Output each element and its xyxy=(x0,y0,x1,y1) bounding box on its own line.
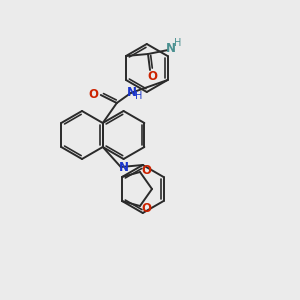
Text: N: N xyxy=(127,85,137,98)
Text: O: O xyxy=(147,70,157,83)
Text: H: H xyxy=(135,91,142,101)
Text: N: N xyxy=(166,43,176,56)
Text: O: O xyxy=(141,164,151,176)
Text: H: H xyxy=(174,38,182,48)
Text: N: N xyxy=(118,161,129,174)
Text: O: O xyxy=(89,88,99,100)
Text: O: O xyxy=(141,202,151,214)
